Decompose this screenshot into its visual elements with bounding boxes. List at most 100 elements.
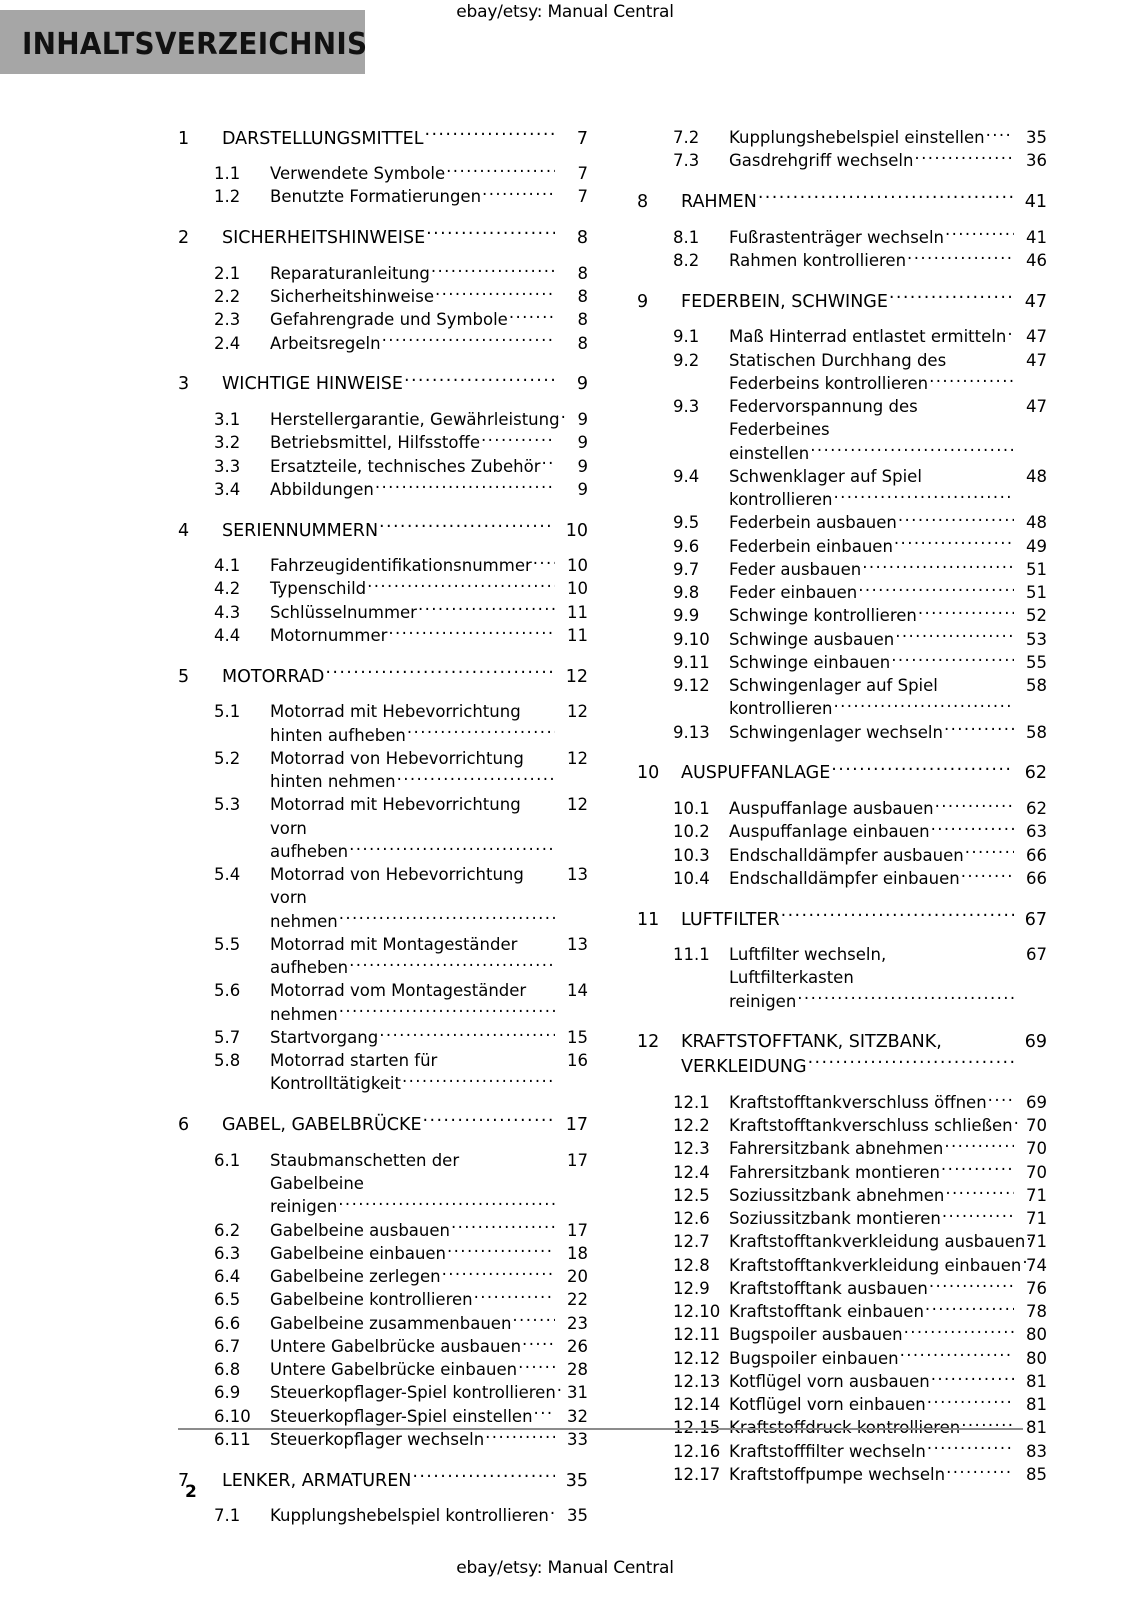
toc-entry-level2[interactable]: 12.3 Fahrersitzbank abnehmen 70 bbox=[637, 1137, 1047, 1160]
toc-entry-level1[interactable]: 10 AUSPUFFANLAGE 62 bbox=[637, 761, 1047, 786]
toc-entry-number: 6.4 bbox=[214, 1267, 241, 1287]
toc-entry-level2[interactable]: 6.8 Untere Gabelbrücke einbauen 28 bbox=[178, 1358, 588, 1381]
toc-entry-title-block: Schwingenlager wechseln bbox=[729, 721, 1015, 744]
toc-entry-level2[interactable]: 5.1 Motorrad mit Hebevorrichtung hinten au… bbox=[178, 700, 588, 747]
toc-entry-level2[interactable]: 6.10 Steuerkopflager-Spiel einstellen 32 bbox=[178, 1405, 588, 1428]
toc-entry-level2[interactable]: 12.12 Bugspoiler einbauen 80 bbox=[637, 1347, 1047, 1370]
toc-entry-level2[interactable]: 9.10 Schwinge ausbauen 53 bbox=[637, 628, 1047, 651]
toc-entry-level2[interactable]: 9.4 Schwenklager auf Spiel kontrollieren 48 bbox=[637, 465, 1047, 512]
toc-entry-level2[interactable]: 5.6 Motorrad vom Montageständer nehmen 14 bbox=[178, 979, 588, 1026]
toc-entry-number: 3.3 bbox=[214, 456, 241, 476]
toc-entry-level2[interactable]: 9.7 Feder ausbauen 51 bbox=[637, 558, 1047, 581]
toc-entry-title-cell: Motornummer bbox=[270, 624, 556, 647]
toc-entry-level2[interactable]: 6.7 Untere Gabelbrücke ausbauen 26 bbox=[178, 1335, 588, 1358]
toc-entry-level2[interactable]: 6.4 Gabelbeine zerlegen 20 bbox=[178, 1265, 588, 1288]
toc-entry-level2[interactable]: 9.6 Federbein einbauen 49 bbox=[637, 535, 1047, 558]
toc-entry-level1[interactable]: 2 SICHERHEITSHINWEISE 8 bbox=[178, 226, 588, 251]
toc-entry-page-number: 10 bbox=[565, 520, 588, 541]
toc-entry-level2[interactable]: 5.5 Motorrad mit Montageständer aufheben 13 bbox=[178, 933, 588, 980]
toc-entry-level2[interactable]: 6.9 Steuerkopflager-Spiel kontrollieren 31 bbox=[178, 1381, 588, 1404]
chapter-banner: INHALTSVERZEICHNIS bbox=[0, 10, 367, 74]
toc-entry-level2[interactable]: 3.1 Herstellergarantie, Gewährleistung 9 bbox=[178, 408, 588, 431]
toc-entry-level2[interactable]: 10.4 Endschalldämpfer einbauen 66 bbox=[637, 867, 1047, 890]
toc-entry-level2[interactable]: 12.8 Kraftstofftankverkleidung einbauen74 bbox=[637, 1254, 1047, 1277]
toc-entry-level2[interactable]: 10.1 Auspuffanlage ausbauen 62 bbox=[637, 797, 1047, 820]
toc-entry-level2[interactable]: 5.7 Startvorgang 15 bbox=[178, 1026, 588, 1049]
toc-entry-level2[interactable]: 7.1 Kupplungshebelspiel kontrollieren 35 bbox=[178, 1504, 588, 1527]
toc-entry-level2[interactable]: 6.6 Gabelbeine zusammenbauen 23 bbox=[178, 1312, 588, 1335]
toc-entry-level2[interactable]: 3.3 Ersatzteile, technisches Zubehör 9 bbox=[178, 455, 588, 478]
toc-entry-level2[interactable]: 9.13 Schwingenlager wechseln 58 bbox=[637, 721, 1047, 744]
toc-entry-level2[interactable]: 11.1 Luftfilter wechseln, Luftfilterkaste… bbox=[637, 943, 1047, 1013]
toc-entry-level2[interactable]: 3.4 Abbildungen 9 bbox=[178, 478, 588, 501]
toc-entry-level1[interactable]: 11 LUFTFILTER 67 bbox=[637, 907, 1047, 932]
toc-entry-level2[interactable]: 12.4 Fahrersitzbank montieren 70 bbox=[637, 1161, 1047, 1184]
toc-entry-level2[interactable]: 6.5 Gabelbeine kontrollieren 22 bbox=[178, 1288, 588, 1311]
toc-entry-level2[interactable]: 12.13 Kotflügel vorn ausbauen 81 bbox=[637, 1370, 1047, 1393]
toc-entry-level2[interactable]: 12.5 Soziussitzbank abnehmen 71 bbox=[637, 1184, 1047, 1207]
toc-entry-level2[interactable]: 4.4 Motornummer 11 bbox=[178, 624, 588, 647]
toc-entry-level1[interactable]: 7 LENKER, ARMATUREN 35 bbox=[178, 1468, 588, 1493]
toc-entry-level1[interactable]: 3 WICHTIGE HINWEISE 9 bbox=[178, 372, 588, 397]
toc-entry-level2[interactable]: 5.4 Motorrad von Hebevorrichtung vorn nehm… bbox=[178, 863, 588, 933]
toc-entry-level2[interactable]: 1.1 Verwendete Symbole 7 bbox=[178, 162, 588, 185]
toc-entry-level2[interactable]: 9.11 Schwinge einbauen 55 bbox=[637, 651, 1047, 674]
toc-entry-level2[interactable]: 12.1 Kraftstofftankverschluss öffnen 69 bbox=[637, 1091, 1047, 1114]
toc-entry-level2[interactable]: 9.12 Schwingenlager auf Spiel kontrolliere… bbox=[637, 674, 1047, 721]
toc-entry-level2[interactable]: 8.2 Rahmen kontrollieren 46 bbox=[637, 249, 1047, 272]
toc-entry-level2[interactable]: 2.2 Sicherheitshinweise 8 bbox=[178, 285, 588, 308]
toc-entry-level2[interactable]: 12.9 Kraftstofftank ausbauen 76 bbox=[637, 1277, 1047, 1300]
toc-entry-level2[interactable]: 4.2 Typenschild 10 bbox=[178, 577, 588, 600]
toc-entry-level2[interactable]: 7.2 Kupplungshebelspiel einstellen 35 bbox=[637, 126, 1047, 149]
toc-entry-level2[interactable]: 9.9 Schwinge kontrollieren 52 bbox=[637, 604, 1047, 627]
toc-entry-level2[interactable]: 12.11 Bugspoiler ausbauen 80 bbox=[637, 1323, 1047, 1346]
toc-entry-title: Gabelbeine ausbauen bbox=[270, 1220, 450, 1240]
toc-entry-level2[interactable]: 9.5 Federbein ausbauen 48 bbox=[637, 511, 1047, 534]
toc-entry-level2[interactable]: 12.17 Kraftstoffpumpe wechseln 85 bbox=[637, 1463, 1047, 1486]
toc-entry-title-line: Kupplungshebelspiel kontrollieren bbox=[270, 1504, 556, 1527]
toc-entry-level1[interactable]: 1 DARSTELLUNGSMITTEL 7 bbox=[178, 126, 588, 151]
toc-entry-level2[interactable]: 6.3 Gabelbeine einbauen 18 bbox=[178, 1242, 588, 1265]
toc-entry-level2[interactable]: 5.8 Motorrad starten für Kontrolltätigkeit… bbox=[178, 1049, 588, 1096]
toc-entry-level2[interactable]: 6.11 Steuerkopflager wechseln 33 bbox=[178, 1428, 588, 1451]
toc-entry-level2[interactable]: 9.3 Federvorspannung des Federbeines einst… bbox=[637, 395, 1047, 465]
toc-entry-level2[interactable]: 6.1 Staubmanschetten der Gabelbeine reinig… bbox=[178, 1149, 588, 1219]
toc-entry-level2[interactable]: 9.8 Feder einbauen 51 bbox=[637, 581, 1047, 604]
toc-entry-level2[interactable]: 1.2 Benutzte Formatierungen 7 bbox=[178, 185, 588, 208]
toc-entry-title-block: Untere Gabelbrücke ausbauen bbox=[270, 1335, 556, 1358]
toc-entry-level2[interactable]: 6.2 Gabelbeine ausbauen 17 bbox=[178, 1219, 588, 1242]
toc-entry-level2[interactable]: 10.3 Endschalldämpfer ausbauen 66 bbox=[637, 844, 1047, 867]
toc-entry-level2[interactable]: 2.3 Gefahrengrade und Symbole 8 bbox=[178, 308, 588, 331]
toc-entry-level1[interactable]: 12 KRAFTSTOFFTANK, SITZBANK, VERKLEIDUNG 69 bbox=[637, 1030, 1047, 1080]
toc-entry-level1[interactable]: 8 RAHMEN 41 bbox=[637, 190, 1047, 215]
toc-entry-level2[interactable]: 3.2 Betriebsmittel, Hilfsstoffe 9 bbox=[178, 431, 588, 454]
toc-entry-number: 12.14 bbox=[673, 1395, 721, 1415]
toc-entry-number: 9.5 bbox=[673, 513, 700, 533]
toc-entry-level2[interactable]: 5.3 Motorrad mit Hebevorrichtung vorn aufh… bbox=[178, 793, 588, 863]
toc-entry-level2[interactable]: 9.1 Maß Hinterrad entlastet ermitteln 47 bbox=[637, 325, 1047, 348]
toc-entry-level1[interactable]: 5 MOTORRAD 12 bbox=[178, 664, 588, 689]
toc-entry-level2[interactable]: 4.1 Fahrzeugidentifikationsnummer 10 bbox=[178, 554, 588, 577]
toc-entry-level1[interactable]: 9 FEDERBEIN, SCHWINGE 47 bbox=[637, 289, 1047, 314]
toc-entry-level2[interactable]: 10.2 Auspuffanlage einbauen 63 bbox=[637, 820, 1047, 843]
toc-entry-level2[interactable]: 12.16 Kraftstofffilter wechseln 83 bbox=[637, 1440, 1047, 1463]
toc-entry-level1[interactable]: 4 SERIENNUMMERN 10 bbox=[178, 518, 588, 543]
toc-entry-title-block: MOTORRAD bbox=[222, 664, 556, 689]
toc-entry-level2[interactable]: 4.3 Schlüsselnummer 11 bbox=[178, 601, 588, 624]
toc-entry-level2[interactable]: 7.3 Gasdrehgriff wechseln 36 bbox=[637, 149, 1047, 172]
toc-entry-level1[interactable]: 6 GABEL, GABELBRÜCKE 17 bbox=[178, 1113, 588, 1138]
toc-entry-level2[interactable]: 12.2 Kraftstofftankverschluss schließen 70 bbox=[637, 1114, 1047, 1137]
toc-entry-level2[interactable]: 2.4 Arbeitsregeln 8 bbox=[178, 332, 588, 355]
leader-dots bbox=[518, 1359, 555, 1376]
toc-entry-level2[interactable]: 12.10 Kraftstofftank einbauen 78 bbox=[637, 1300, 1047, 1323]
leader-dots bbox=[929, 1277, 1014, 1294]
toc-entry-level2[interactable]: 12.6 Soziussitzbank montieren 71 bbox=[637, 1207, 1047, 1230]
toc-entry-level2[interactable]: 12.14 Kotflügel vorn einbauen 81 bbox=[637, 1393, 1047, 1416]
toc-entry-title-line: Benutzte Formatierungen bbox=[270, 185, 556, 208]
toc-entry-level2[interactable]: 9.2 Statischen Durchhang des Federbeins ko… bbox=[637, 349, 1047, 396]
toc-entry-level2[interactable]: 5.2 Motorrad von Hebevorrichtung hinten ne… bbox=[178, 747, 588, 794]
toc-entry-level2[interactable]: 8.1 Fußrastenträger wechseln 41 bbox=[637, 226, 1047, 249]
toc-entry-level2[interactable]: 2.1 Reparaturanleitung 8 bbox=[178, 262, 588, 285]
